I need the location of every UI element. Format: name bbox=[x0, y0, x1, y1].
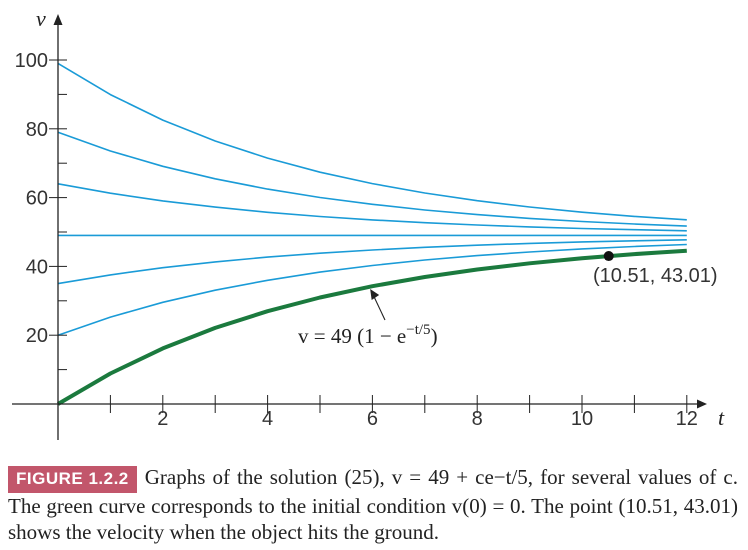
caption-text: Graphs of the solution (25), v = 49 + ce… bbox=[8, 465, 738, 544]
figure-label: FIGURE 1.2.2 bbox=[8, 466, 137, 493]
solution-curve-green bbox=[56, 248, 687, 406]
x-tick-label: 2 bbox=[157, 408, 168, 430]
x-tick-label: 12 bbox=[676, 408, 698, 430]
impact-point bbox=[603, 251, 614, 262]
y-tick-label: 60 bbox=[26, 188, 48, 210]
y-axis-label: v bbox=[36, 6, 46, 31]
x-axis-arrow bbox=[697, 399, 707, 409]
solution-curve bbox=[57, 239, 687, 285]
solution-curve bbox=[57, 131, 687, 227]
figure-caption: FIGURE 1.2.2 Graphs of the solution (25),… bbox=[8, 464, 738, 545]
y-tick-label: 80 bbox=[26, 119, 48, 141]
y-tick-label: 40 bbox=[26, 256, 48, 278]
axes: tv bbox=[12, 6, 725, 440]
x-tick-label: 6 bbox=[367, 408, 378, 430]
solution-curve bbox=[57, 183, 687, 232]
formula-label: v = 49 (1 − e−t/5) bbox=[298, 322, 438, 348]
y-tick-label: 20 bbox=[26, 325, 48, 347]
x-tick-label: 10 bbox=[571, 408, 593, 430]
annotation-group: (10.51, 43.01) v = 49 (1 − e−t/5) bbox=[298, 251, 718, 348]
solution-curve bbox=[57, 243, 687, 336]
tick-group: 2 4 6 8 10 12 20 40 60 80 100 bbox=[15, 50, 698, 430]
x-axis-label: t bbox=[718, 405, 725, 430]
y-tick-label: 100 bbox=[15, 50, 48, 72]
formula-pointer bbox=[373, 296, 386, 321]
x-tick-label: 4 bbox=[262, 408, 273, 430]
formula-pointer-head bbox=[370, 289, 380, 301]
x-tick-label: 8 bbox=[472, 408, 483, 430]
curve-group bbox=[56, 62, 687, 406]
y-axis-arrow bbox=[53, 14, 63, 25]
impact-point-label: (10.51, 43.01) bbox=[593, 265, 718, 287]
solution-curve bbox=[57, 62, 687, 221]
